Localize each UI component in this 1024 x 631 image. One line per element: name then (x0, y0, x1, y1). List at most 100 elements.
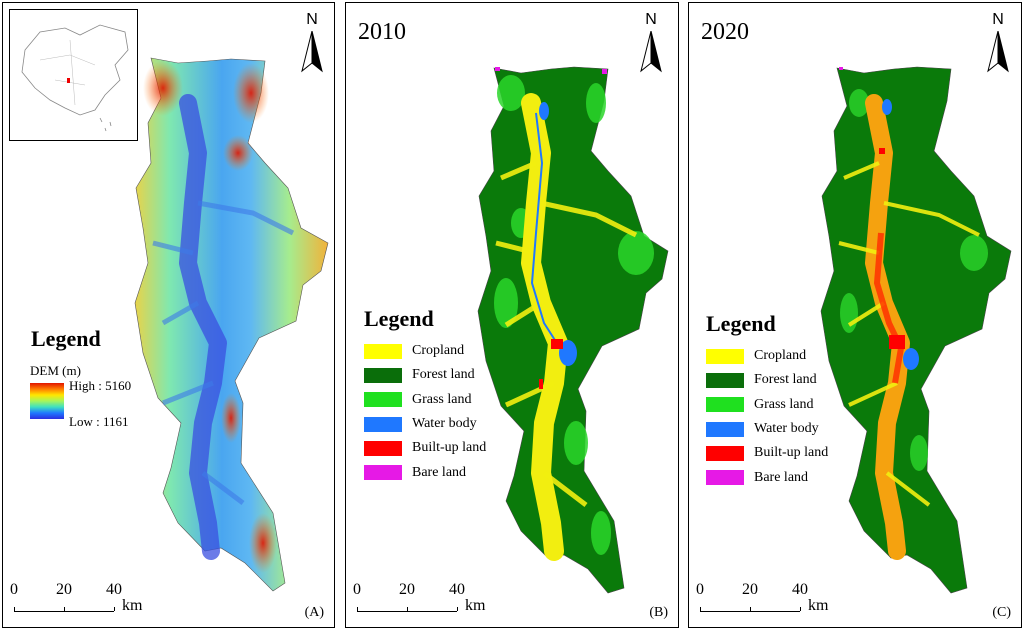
cropland-branches (495, 160, 638, 507)
scale-tick-0: 0 (696, 581, 704, 598)
legend-item: Water body (364, 412, 486, 436)
north-arrow-icon (301, 31, 323, 73)
scale-mark (800, 607, 801, 611)
dem-color-ramp (30, 383, 64, 419)
built-up-area (879, 148, 885, 154)
north-label: N (645, 11, 657, 28)
dem-map (134, 57, 329, 592)
north-arrow: N (983, 11, 1013, 73)
legend-title: Legend (364, 306, 434, 331)
legend-item: Cropland (706, 344, 828, 368)
water-body-lake (903, 348, 919, 370)
scale-mark (357, 607, 358, 611)
scale-mark (457, 607, 458, 611)
legend-title-dem: Legend (31, 326, 101, 351)
north-arrow-icon (640, 31, 662, 73)
china-inset-map-icon (21, 24, 129, 132)
legend-label: Built-up land (754, 445, 829, 461)
legend-item: Forest land (364, 363, 486, 387)
scale-bar: 0 20 40 km (353, 581, 487, 621)
dem-low-label: Low : 1161 (69, 414, 129, 429)
legend-swatch (706, 397, 744, 413)
legend-item: Bare land (706, 465, 828, 489)
scale-tick-0: 0 (353, 581, 361, 598)
cropland-branches (838, 161, 980, 507)
basin-forest (820, 66, 1012, 594)
north-label: N (306, 11, 318, 28)
scale-line (357, 611, 457, 612)
legend-item: Forest land (706, 368, 828, 392)
north-label: N (992, 11, 1004, 28)
scale-tick-40: 40 (449, 581, 465, 598)
legend-label: Bare land (412, 464, 467, 480)
scale-mark (700, 607, 701, 611)
built-up-area (889, 335, 905, 349)
legend-swatch (706, 372, 744, 388)
bare-land-patch (495, 67, 500, 71)
legend-swatch (706, 470, 744, 486)
scale-tick-40: 40 (792, 581, 808, 598)
scale-unit: km (122, 597, 143, 614)
scale-mark (64, 607, 65, 611)
built-up-area (551, 339, 563, 349)
built-up-area (539, 379, 543, 389)
panel-dem: N Legend DEM (m) High : 5160 Low : 1161 … (2, 2, 335, 628)
dem-high-label: High : 5160 (69, 378, 132, 393)
scale-mark (114, 607, 115, 611)
north-arrow: N (636, 11, 666, 73)
legend-swatch (364, 392, 402, 408)
north-arrow-icon (987, 31, 1009, 73)
scale-unit: km (808, 597, 829, 614)
legend-item: Bare land (364, 460, 486, 484)
water-body-north (539, 102, 549, 120)
dem-legend-title: DEM (m) (30, 363, 81, 378)
legend-item: Built-up land (364, 436, 486, 460)
legend-label: Water body (412, 416, 477, 432)
scale-unit: km (465, 597, 486, 614)
legend-label: Forest land (754, 372, 817, 388)
built-up-corridor (873, 232, 905, 384)
dem-side-valleys (152, 200, 295, 505)
scale-mark (750, 607, 751, 611)
scale-tick-20: 20 (399, 581, 415, 598)
panel-letter: (C) (992, 605, 1011, 620)
land-use-legend: Cropland Forest land Grass land Water bo… (364, 339, 486, 485)
legend-label: Water body (754, 421, 819, 437)
scale-mark (14, 607, 15, 611)
bare-land-patch (839, 67, 843, 70)
land-use-map-2010 (477, 66, 669, 594)
legend-label: Bare land (754, 469, 809, 485)
scale-line (700, 611, 800, 612)
legend-swatch (706, 421, 744, 437)
water-body-north (882, 99, 892, 115)
panel-land-use-2010: 2010 N Legend Cropland Forest land (345, 2, 679, 628)
legend-swatch (706, 445, 744, 461)
legend-swatch (364, 416, 402, 432)
bare-land-patch (602, 69, 607, 74)
land-use-map-2020 (820, 66, 1012, 594)
year-label: 2020 (701, 19, 749, 45)
grassland-patches (840, 89, 988, 471)
scale-bar: 0 20 40 km (10, 581, 144, 621)
north-arrow: N (297, 11, 327, 73)
scale-tick-20: 20 (742, 581, 758, 598)
dem-main-valley (179, 94, 227, 560)
legend-swatch (364, 465, 402, 481)
year-label: 2010 (358, 19, 406, 45)
legend-item: Water body (706, 417, 828, 441)
legend-label: Cropland (412, 343, 465, 359)
scale-line (14, 611, 114, 612)
china-inset-map (9, 9, 138, 141)
legend-label: Forest land (412, 367, 475, 383)
scale-bar: 0 20 40 km (696, 581, 830, 621)
legend-swatch (364, 343, 402, 359)
dem-highlands (143, 60, 277, 573)
water-body-lake (559, 340, 577, 366)
legend-swatch (364, 367, 402, 383)
legend-item: Cropland (364, 339, 486, 363)
land-use-legend: Cropland Forest land Grass land Water bo… (706, 344, 828, 490)
scale-tick-40: 40 (106, 581, 122, 598)
scale-tick-0: 0 (10, 581, 18, 598)
legend-label: Grass land (412, 391, 472, 407)
river (530, 112, 561, 349)
